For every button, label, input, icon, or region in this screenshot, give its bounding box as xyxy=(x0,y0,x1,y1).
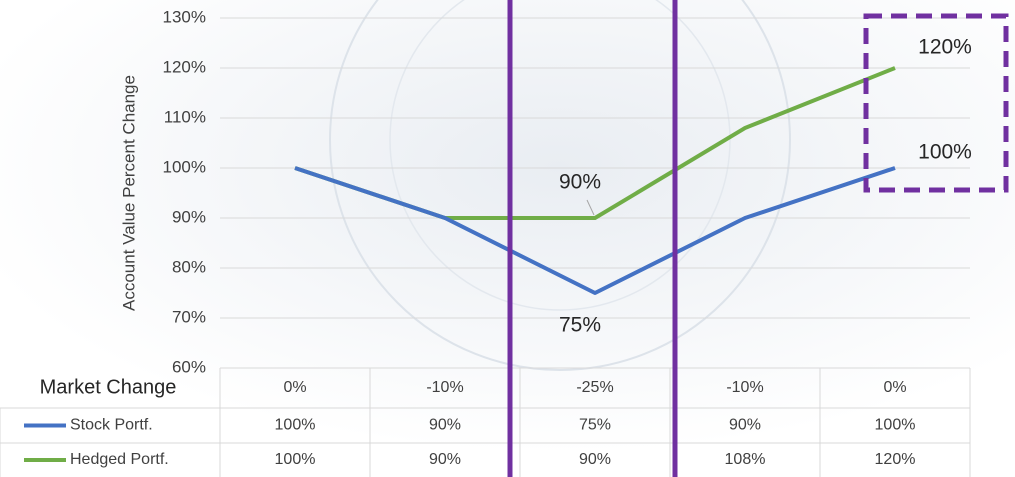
table-value: 90% xyxy=(429,417,461,434)
y-tick-label: 70% xyxy=(172,307,206,326)
y-tick-label: 60% xyxy=(172,357,206,376)
data-label: 120% xyxy=(918,36,972,59)
series-line xyxy=(294,166,896,295)
y-tick-label: 120% xyxy=(163,57,206,76)
y-tick-label: 80% xyxy=(172,257,206,276)
x-tick-label: 0% xyxy=(883,379,906,396)
y-axis-label: Account Value Percent Change xyxy=(119,75,138,311)
y-tick-label: 110% xyxy=(164,107,206,126)
table-value: 120% xyxy=(875,451,916,468)
x-tick-label: 0% xyxy=(283,379,306,396)
table-value: 100% xyxy=(275,451,316,468)
legend-label: Stock Portf. xyxy=(70,417,153,434)
background-compass xyxy=(389,0,731,311)
table-value: 108% xyxy=(725,451,766,468)
highlight-box xyxy=(863,13,1009,193)
table-value: 90% xyxy=(579,451,611,468)
x-tick-label: -10% xyxy=(726,379,763,396)
legend-label: Hedged Portf. xyxy=(70,451,169,468)
y-tick-label: 100% xyxy=(163,157,206,176)
background-compass xyxy=(329,0,791,371)
x-axis-label: Market Change xyxy=(40,376,177,398)
table-value: 90% xyxy=(429,451,461,468)
table-value: 75% xyxy=(579,417,611,434)
x-tick-label: -25% xyxy=(576,379,613,396)
leader-line xyxy=(586,199,595,216)
data-label: 75% xyxy=(559,314,601,337)
y-tick-label: 90% xyxy=(172,207,206,226)
table-value: 100% xyxy=(875,417,916,434)
table-value: 100% xyxy=(275,417,316,434)
table-value: 90% xyxy=(729,417,761,434)
x-tick-label: -10% xyxy=(426,379,463,396)
data-label: 90% xyxy=(559,171,601,194)
data-label: 100% xyxy=(918,141,972,164)
y-tick-label: 130% xyxy=(163,7,206,26)
